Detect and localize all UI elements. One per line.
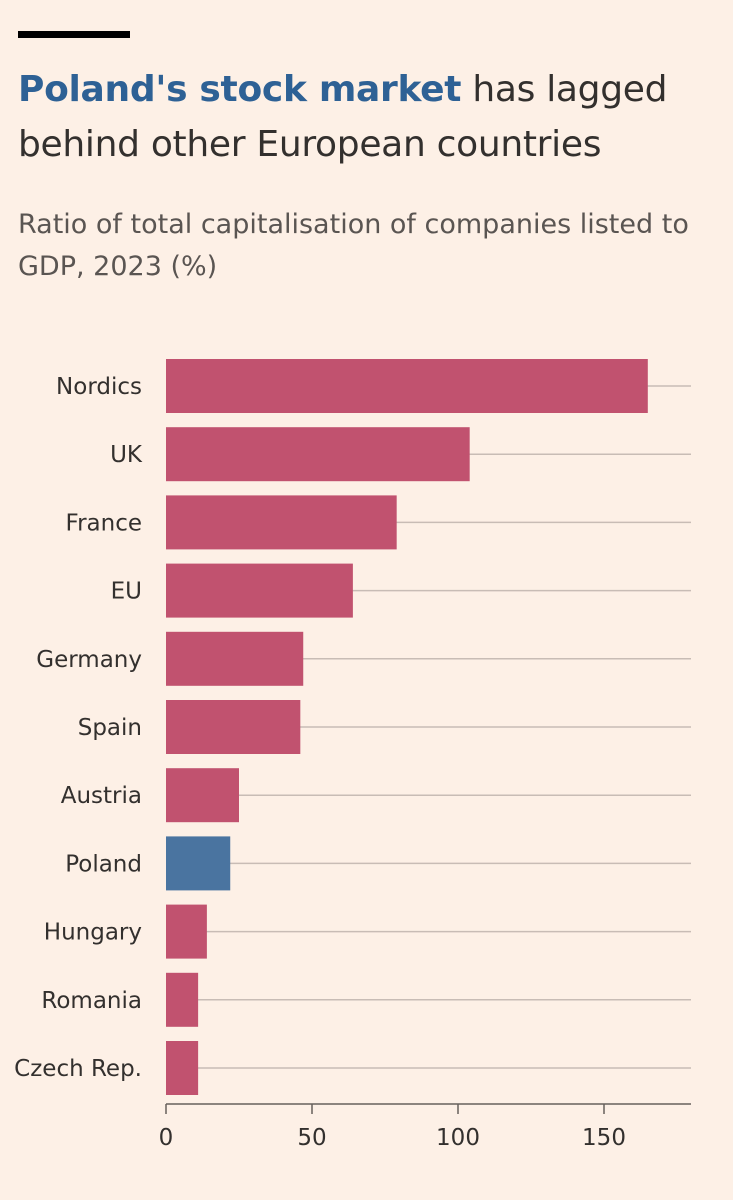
bar-nordics — [166, 359, 648, 413]
x-tick-label-150: 150 — [582, 1125, 626, 1151]
top-rule — [18, 31, 130, 38]
bar-hungary — [166, 904, 207, 959]
bar-eu — [166, 563, 353, 618]
category-label-germany: Germany — [36, 647, 142, 673]
x-tick-label-50: 50 — [297, 1125, 326, 1151]
category-label-hungary: Hungary — [44, 920, 142, 946]
title-rest: has lagged behind other European countri… — [18, 69, 668, 165]
bar-france — [166, 495, 397, 550]
bars — [166, 359, 648, 1095]
category-label-czech-rep: Czech Rep. — [14, 1056, 142, 1082]
bar-poland — [166, 836, 231, 891]
category-label-uk: UK — [110, 442, 143, 468]
x-tick-label-100: 100 — [436, 1125, 480, 1151]
bar-uk — [166, 427, 470, 482]
bar-spain — [166, 700, 301, 754]
category-label-spain: Spain — [78, 715, 142, 741]
bar-austria — [166, 768, 239, 823]
x-axis: 0 50 100 150 — [159, 1103, 691, 1151]
category-labels: Nordics UK France EU Germany Spain Austria Pola… — [14, 374, 143, 1082]
category-label-nordics: Nordics — [56, 374, 142, 400]
category-label-eu: EU — [111, 579, 142, 605]
bar-germany — [166, 631, 304, 686]
category-label-france: France — [66, 510, 142, 536]
bar-romania — [166, 972, 199, 1027]
category-label-romania: Romania — [41, 988, 142, 1014]
chart-subtitle: Ratio of total capitalisation of compani… — [18, 209, 689, 282]
category-label-austria: Austria — [61, 783, 142, 809]
x-tick-label-0: 0 — [159, 1125, 174, 1151]
category-label-poland: Poland — [65, 851, 142, 877]
title-highlight: Poland's stock market — [18, 69, 462, 110]
chart-title: Poland's stock market has lagged behind … — [18, 62, 718, 172]
bar-czech-rep — [166, 1041, 199, 1095]
